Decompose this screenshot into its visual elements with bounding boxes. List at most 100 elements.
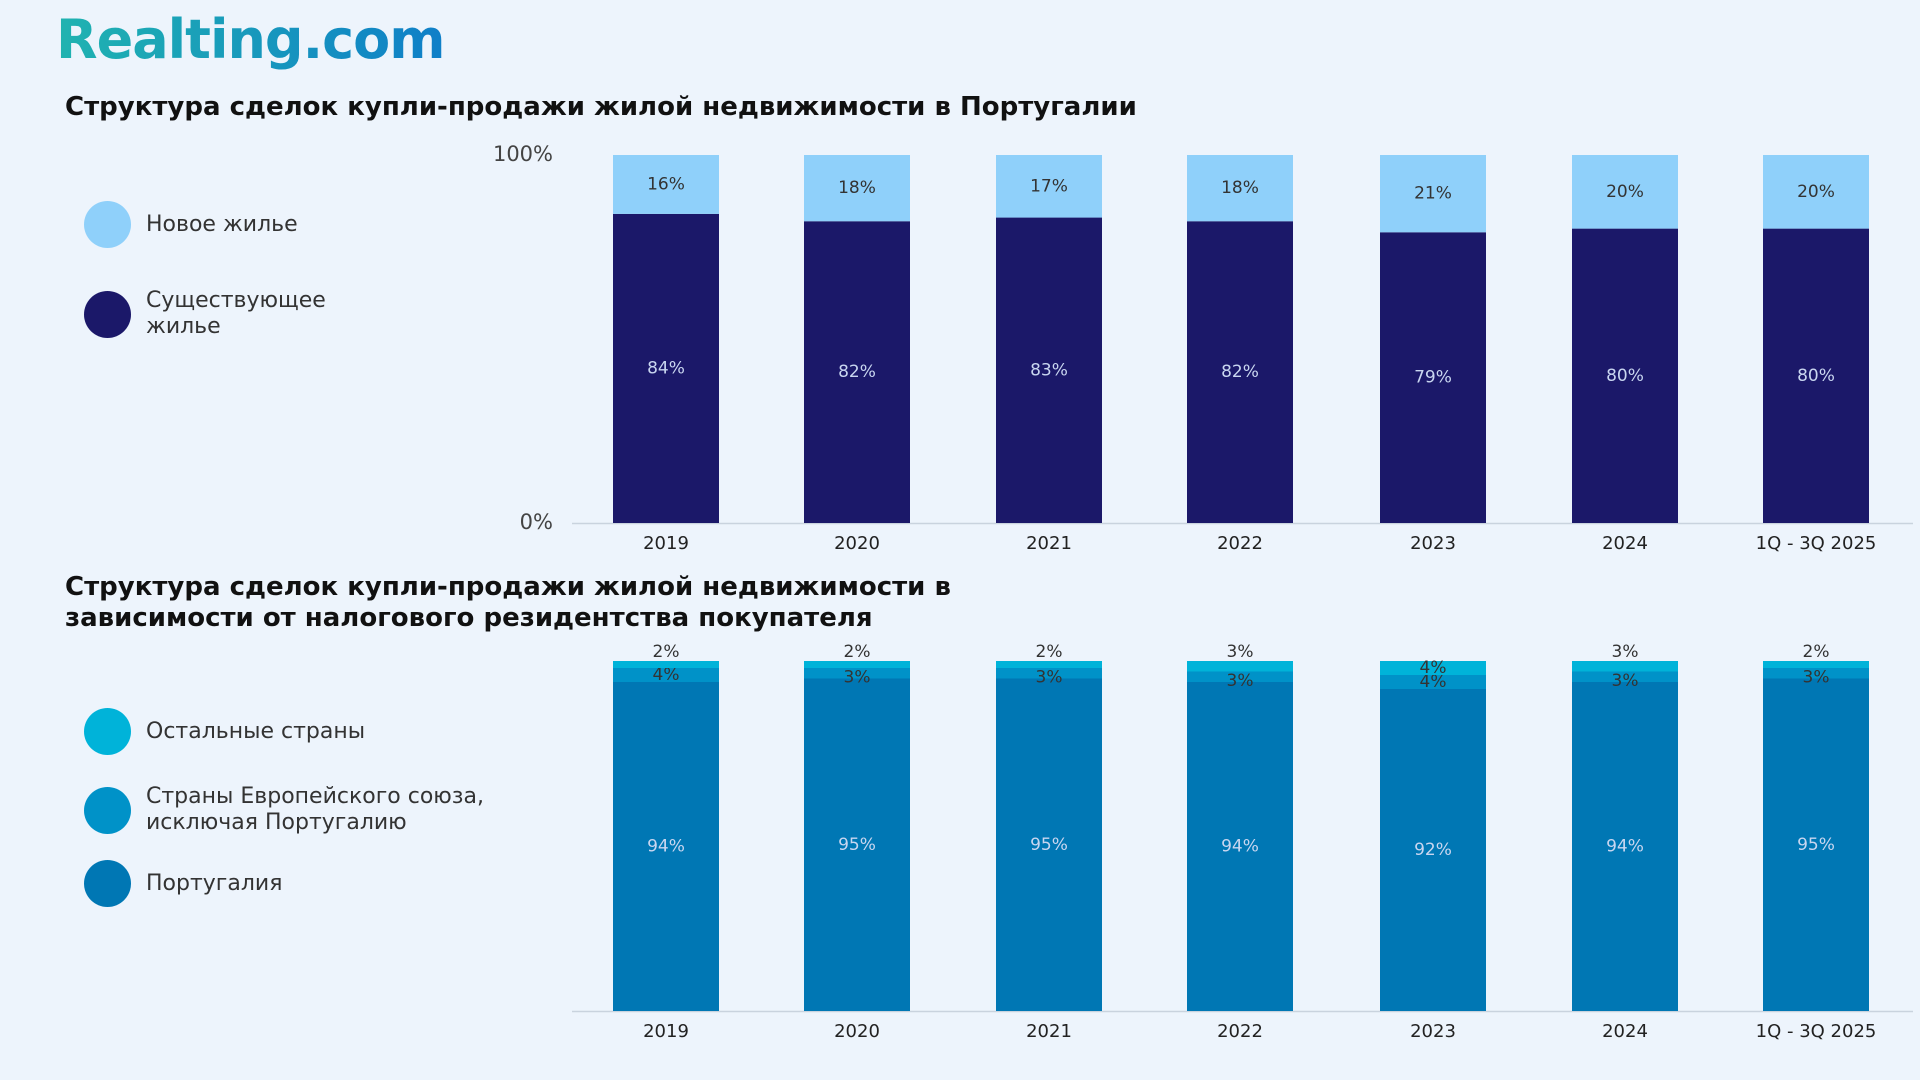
bar-segment — [613, 213, 719, 523]
value-label: 18% — [1221, 178, 1259, 198]
legend-swatch — [84, 786, 131, 834]
bar-segment — [1572, 682, 1678, 1011]
legend-label: Страны Европейского союза, исключая Порт… — [146, 784, 484, 835]
value-label: 95% — [1030, 835, 1068, 855]
legend-swatch — [84, 860, 131, 907]
x-tick-label: 2020 — [834, 533, 880, 554]
bar-segment — [1572, 155, 1678, 229]
value-label: 82% — [838, 362, 876, 382]
value-label: 18% — [838, 178, 876, 198]
bar-segment — [1380, 689, 1486, 1011]
bar-segment — [804, 155, 910, 222]
bar-segment — [1187, 682, 1293, 1011]
value-label: 17% — [1030, 176, 1068, 196]
bar-segment — [996, 155, 1102, 218]
bar-segment — [1380, 675, 1486, 689]
x-tick-label: 2022 — [1217, 533, 1263, 554]
bar-segment — [1380, 155, 1486, 233]
bar-segment — [1572, 661, 1678, 672]
value-label: 20% — [1606, 182, 1644, 202]
legend-label: Новое жилье — [146, 211, 298, 237]
bar-segment — [996, 661, 1102, 668]
x-tick-label: 2020 — [834, 1021, 880, 1042]
value-label: 79% — [1414, 368, 1452, 388]
value-label: 20% — [1797, 182, 1835, 202]
value-label: 3% — [1612, 671, 1639, 691]
bar-segment — [1380, 232, 1486, 523]
legend-label: Остальные страны — [146, 718, 366, 744]
x-tick-label: 2019 — [643, 533, 689, 554]
value-label: 3% — [844, 667, 871, 687]
value-label: 80% — [1606, 366, 1644, 386]
bar-segment — [1380, 661, 1486, 675]
legend-item: Существующее жилье — [84, 288, 346, 340]
x-tick-label: 2023 — [1410, 1021, 1456, 1042]
bar-segment — [1187, 671, 1293, 682]
x-tick-label: 2023 — [1410, 533, 1456, 554]
bar-segment — [996, 678, 1102, 1011]
value-label: 16% — [647, 174, 685, 194]
value-label: 3% — [1036, 667, 1063, 687]
bar-segment — [804, 678, 910, 1011]
value-label: 2% — [1036, 642, 1063, 662]
bar-segment — [1763, 678, 1869, 1011]
value-label: 21% — [1414, 184, 1452, 204]
value-label: 3% — [1227, 671, 1254, 691]
x-tick-label: 2021 — [1026, 1021, 1072, 1042]
bar-segment — [804, 221, 910, 524]
bar-segment — [1572, 671, 1678, 682]
bar-segment — [1187, 221, 1293, 524]
bar-segment — [1572, 228, 1678, 523]
legend-label: Португалия — [146, 870, 283, 896]
value-label: 3% — [1803, 667, 1830, 687]
value-label: 92% — [1414, 840, 1452, 860]
value-label: 82% — [1221, 362, 1259, 382]
bar-segment — [1187, 661, 1293, 672]
bar-segment — [804, 668, 910, 679]
x-tick-label: 2019 — [643, 1021, 689, 1042]
legend-swatch — [84, 708, 131, 755]
chart-title: Структура сделок купли-продажи жилой нед… — [65, 572, 951, 633]
bar-segment — [613, 668, 719, 682]
bar-segment — [1763, 228, 1869, 523]
bar-segment — [613, 155, 719, 214]
bar-segment — [1763, 668, 1869, 679]
x-tick-label: 2024 — [1602, 1021, 1648, 1042]
value-label: 3% — [1227, 642, 1254, 662]
value-label: 83% — [1030, 360, 1068, 380]
x-tick-label: 1Q - 3Q 2025 — [1756, 1021, 1877, 1042]
value-label: 80% — [1797, 366, 1835, 386]
legend-swatch — [84, 201, 131, 248]
bar-segment — [804, 661, 910, 668]
y-tick-label: 0% — [520, 510, 553, 534]
x-tick-label: 2024 — [1602, 533, 1648, 554]
value-label: 94% — [1221, 837, 1259, 857]
legend-item: Новое жилье — [84, 201, 346, 248]
logo: Realting.com — [56, 8, 445, 71]
x-tick-label: 2022 — [1217, 1021, 1263, 1042]
value-label: 4% — [1420, 672, 1447, 692]
legend-item: Остальные страны — [84, 708, 506, 755]
value-label: 94% — [1606, 837, 1644, 857]
y-tick-label: 100% — [493, 142, 553, 166]
value-label: 2% — [653, 642, 680, 662]
value-label: 95% — [838, 835, 876, 855]
value-label: 3% — [1612, 642, 1639, 662]
bar-segment — [613, 682, 719, 1011]
value-label: 84% — [647, 358, 685, 378]
bar-segment — [1187, 155, 1293, 222]
bar-segment — [1763, 661, 1869, 668]
x-tick-label: 2021 — [1026, 533, 1072, 554]
legend-label: Существующее жилье — [146, 288, 326, 339]
value-label: 4% — [1420, 658, 1447, 678]
x-tick-label: 1Q - 3Q 2025 — [1756, 533, 1877, 554]
value-label: 2% — [1803, 642, 1830, 662]
value-label: 4% — [653, 665, 680, 685]
value-label: 2% — [844, 642, 871, 662]
legend-item: Страны Европейского союза, исключая Порт… — [84, 784, 506, 836]
legend-swatch — [84, 290, 131, 338]
bar-segment — [996, 217, 1102, 523]
value-label: 95% — [1797, 835, 1835, 855]
